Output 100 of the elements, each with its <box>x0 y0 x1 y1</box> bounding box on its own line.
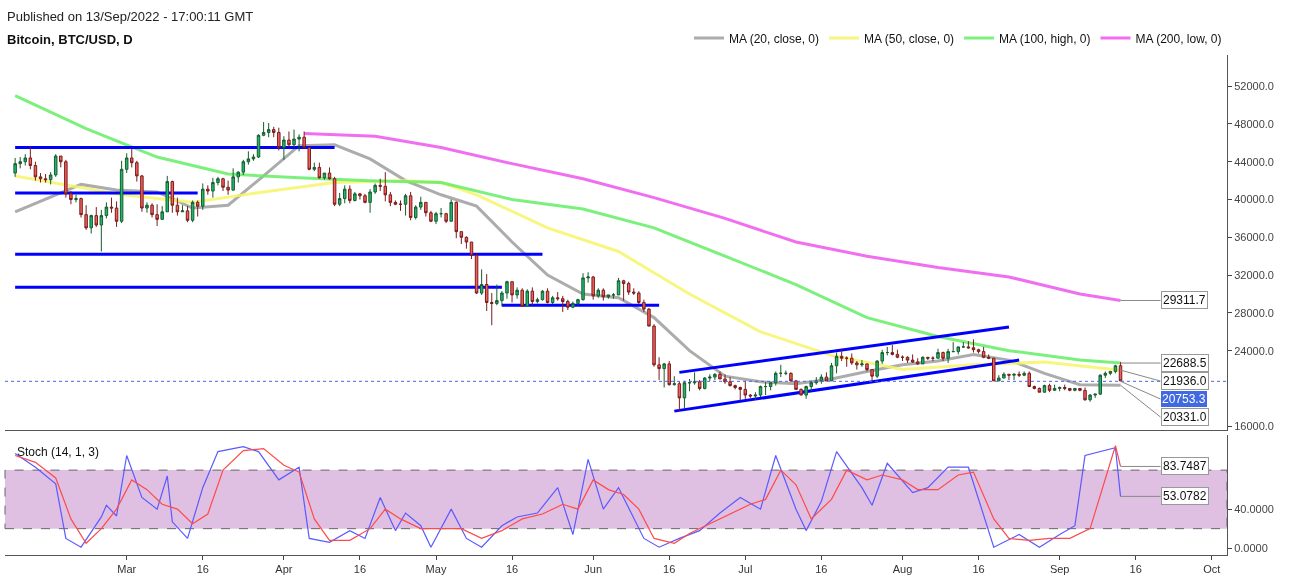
candlestick <box>89 214 93 235</box>
candlestick <box>829 362 834 382</box>
candlestick <box>43 173 48 184</box>
annotation: 20331.0 <box>1163 410 1207 424</box>
y-tick-label: 44000.0 <box>1234 155 1274 168</box>
y-tick-label: 48000.0 <box>1234 117 1274 130</box>
candlestick <box>535 297 540 304</box>
candlestick <box>895 349 900 359</box>
candlestick <box>444 212 448 224</box>
x-tick-label: Jun <box>584 563 603 576</box>
x-tick-label: May <box>425 563 447 576</box>
candlestick <box>38 172 43 184</box>
candlestick <box>99 209 104 252</box>
candlestick <box>606 294 611 300</box>
candlestick <box>403 193 408 217</box>
x-tick-label: 16 <box>1129 563 1142 576</box>
candlestick <box>170 180 175 214</box>
candlestick <box>915 357 920 366</box>
x-tick-label: 16 <box>353 563 367 576</box>
candlestick <box>1037 386 1042 393</box>
candlestick <box>601 287 606 302</box>
annotation: Stoch (14, 1, 3) <box>17 445 100 459</box>
candlestick <box>190 199 195 223</box>
candlestick <box>317 162 322 180</box>
candlestick <box>773 370 778 387</box>
annotation: 21936.0 <box>1163 374 1207 388</box>
candlestick <box>662 362 666 388</box>
candlestick <box>145 201 149 214</box>
line-series <box>302 131 1123 302</box>
candlestick <box>1057 386 1062 392</box>
candlestick <box>860 359 864 368</box>
candlestick <box>206 184 210 196</box>
candlestick <box>946 348 950 364</box>
candlestick <box>667 360 671 387</box>
candlestick <box>266 122 271 138</box>
candlestick <box>251 153 256 162</box>
annotation: 83.7487 <box>1163 459 1207 473</box>
candlestick <box>469 241 474 260</box>
y-tick-label: 0.0000 <box>1234 542 1268 555</box>
candlestick <box>692 371 697 386</box>
x-tick-label: Mar <box>117 563 137 576</box>
x-tick-label: Sep <box>1049 563 1070 576</box>
candlestick <box>824 371 829 382</box>
x-tick-label: 16 <box>972 563 985 576</box>
y-tick-label: 24000.0 <box>1234 344 1274 357</box>
candlestick <box>287 131 291 148</box>
candlestick <box>905 355 910 364</box>
candlestick <box>464 235 469 250</box>
candlestick <box>104 201 109 219</box>
candlestick <box>520 287 524 307</box>
candlestick <box>393 199 398 206</box>
candlestick <box>591 275 595 301</box>
y-tick-label: 40000.0 <box>1234 193 1274 206</box>
candlestick <box>312 162 317 172</box>
candlestick <box>353 191 357 202</box>
candlestick <box>94 206 99 228</box>
candlestick <box>434 211 438 225</box>
candlestick <box>479 268 484 296</box>
candlestick <box>753 391 758 401</box>
candlestick <box>261 121 266 137</box>
y-tick-label: 36000.0 <box>1234 231 1274 244</box>
candlestick <box>515 286 519 300</box>
x-tick-label: 16 <box>505 563 519 576</box>
candlestick <box>530 286 535 306</box>
ref-line-label: 20753.3 <box>1162 392 1206 406</box>
chart-title: Bitcoin, BTC/USD, D <box>7 32 133 47</box>
candlestick <box>697 379 702 391</box>
candlestick <box>956 346 960 355</box>
candlestick <box>327 166 332 181</box>
candlestick <box>1017 370 1021 378</box>
candlestick <box>1012 372 1016 381</box>
legend-label: MA (200, low, 0) <box>1135 31 1222 46</box>
annotation: 22688.5 <box>1163 356 1207 370</box>
candlestick <box>550 295 555 305</box>
candlestick <box>834 352 839 374</box>
candlestick <box>201 182 205 211</box>
x-tick-label: Apr <box>275 563 293 576</box>
candlestick <box>322 172 327 181</box>
candlestick <box>439 207 443 218</box>
candlestick <box>175 197 180 217</box>
candlestick <box>74 194 78 203</box>
candlestick <box>1007 373 1011 381</box>
candlestick <box>1022 370 1026 377</box>
y-tick-label: 16000.0 <box>1234 420 1274 433</box>
y-tick-label: 52000.0 <box>1234 80 1274 93</box>
candlestick <box>966 340 971 350</box>
annotation: 53.0782 <box>1163 489 1207 503</box>
candlestick <box>921 355 925 365</box>
candlestick <box>1073 387 1077 392</box>
candlestick <box>682 380 687 409</box>
annotation: 29311.7 <box>1163 293 1206 307</box>
candlestick <box>763 381 768 396</box>
candlestick <box>941 351 945 362</box>
legend-label: MA (20, close, 0) <box>729 31 820 46</box>
y-tick-label: 32000.0 <box>1234 268 1274 281</box>
candlestick <box>282 135 286 161</box>
candlestick <box>180 204 185 213</box>
y-tick-label: 28000.0 <box>1234 306 1274 319</box>
candlestick <box>33 161 38 182</box>
candlestick <box>971 338 976 354</box>
